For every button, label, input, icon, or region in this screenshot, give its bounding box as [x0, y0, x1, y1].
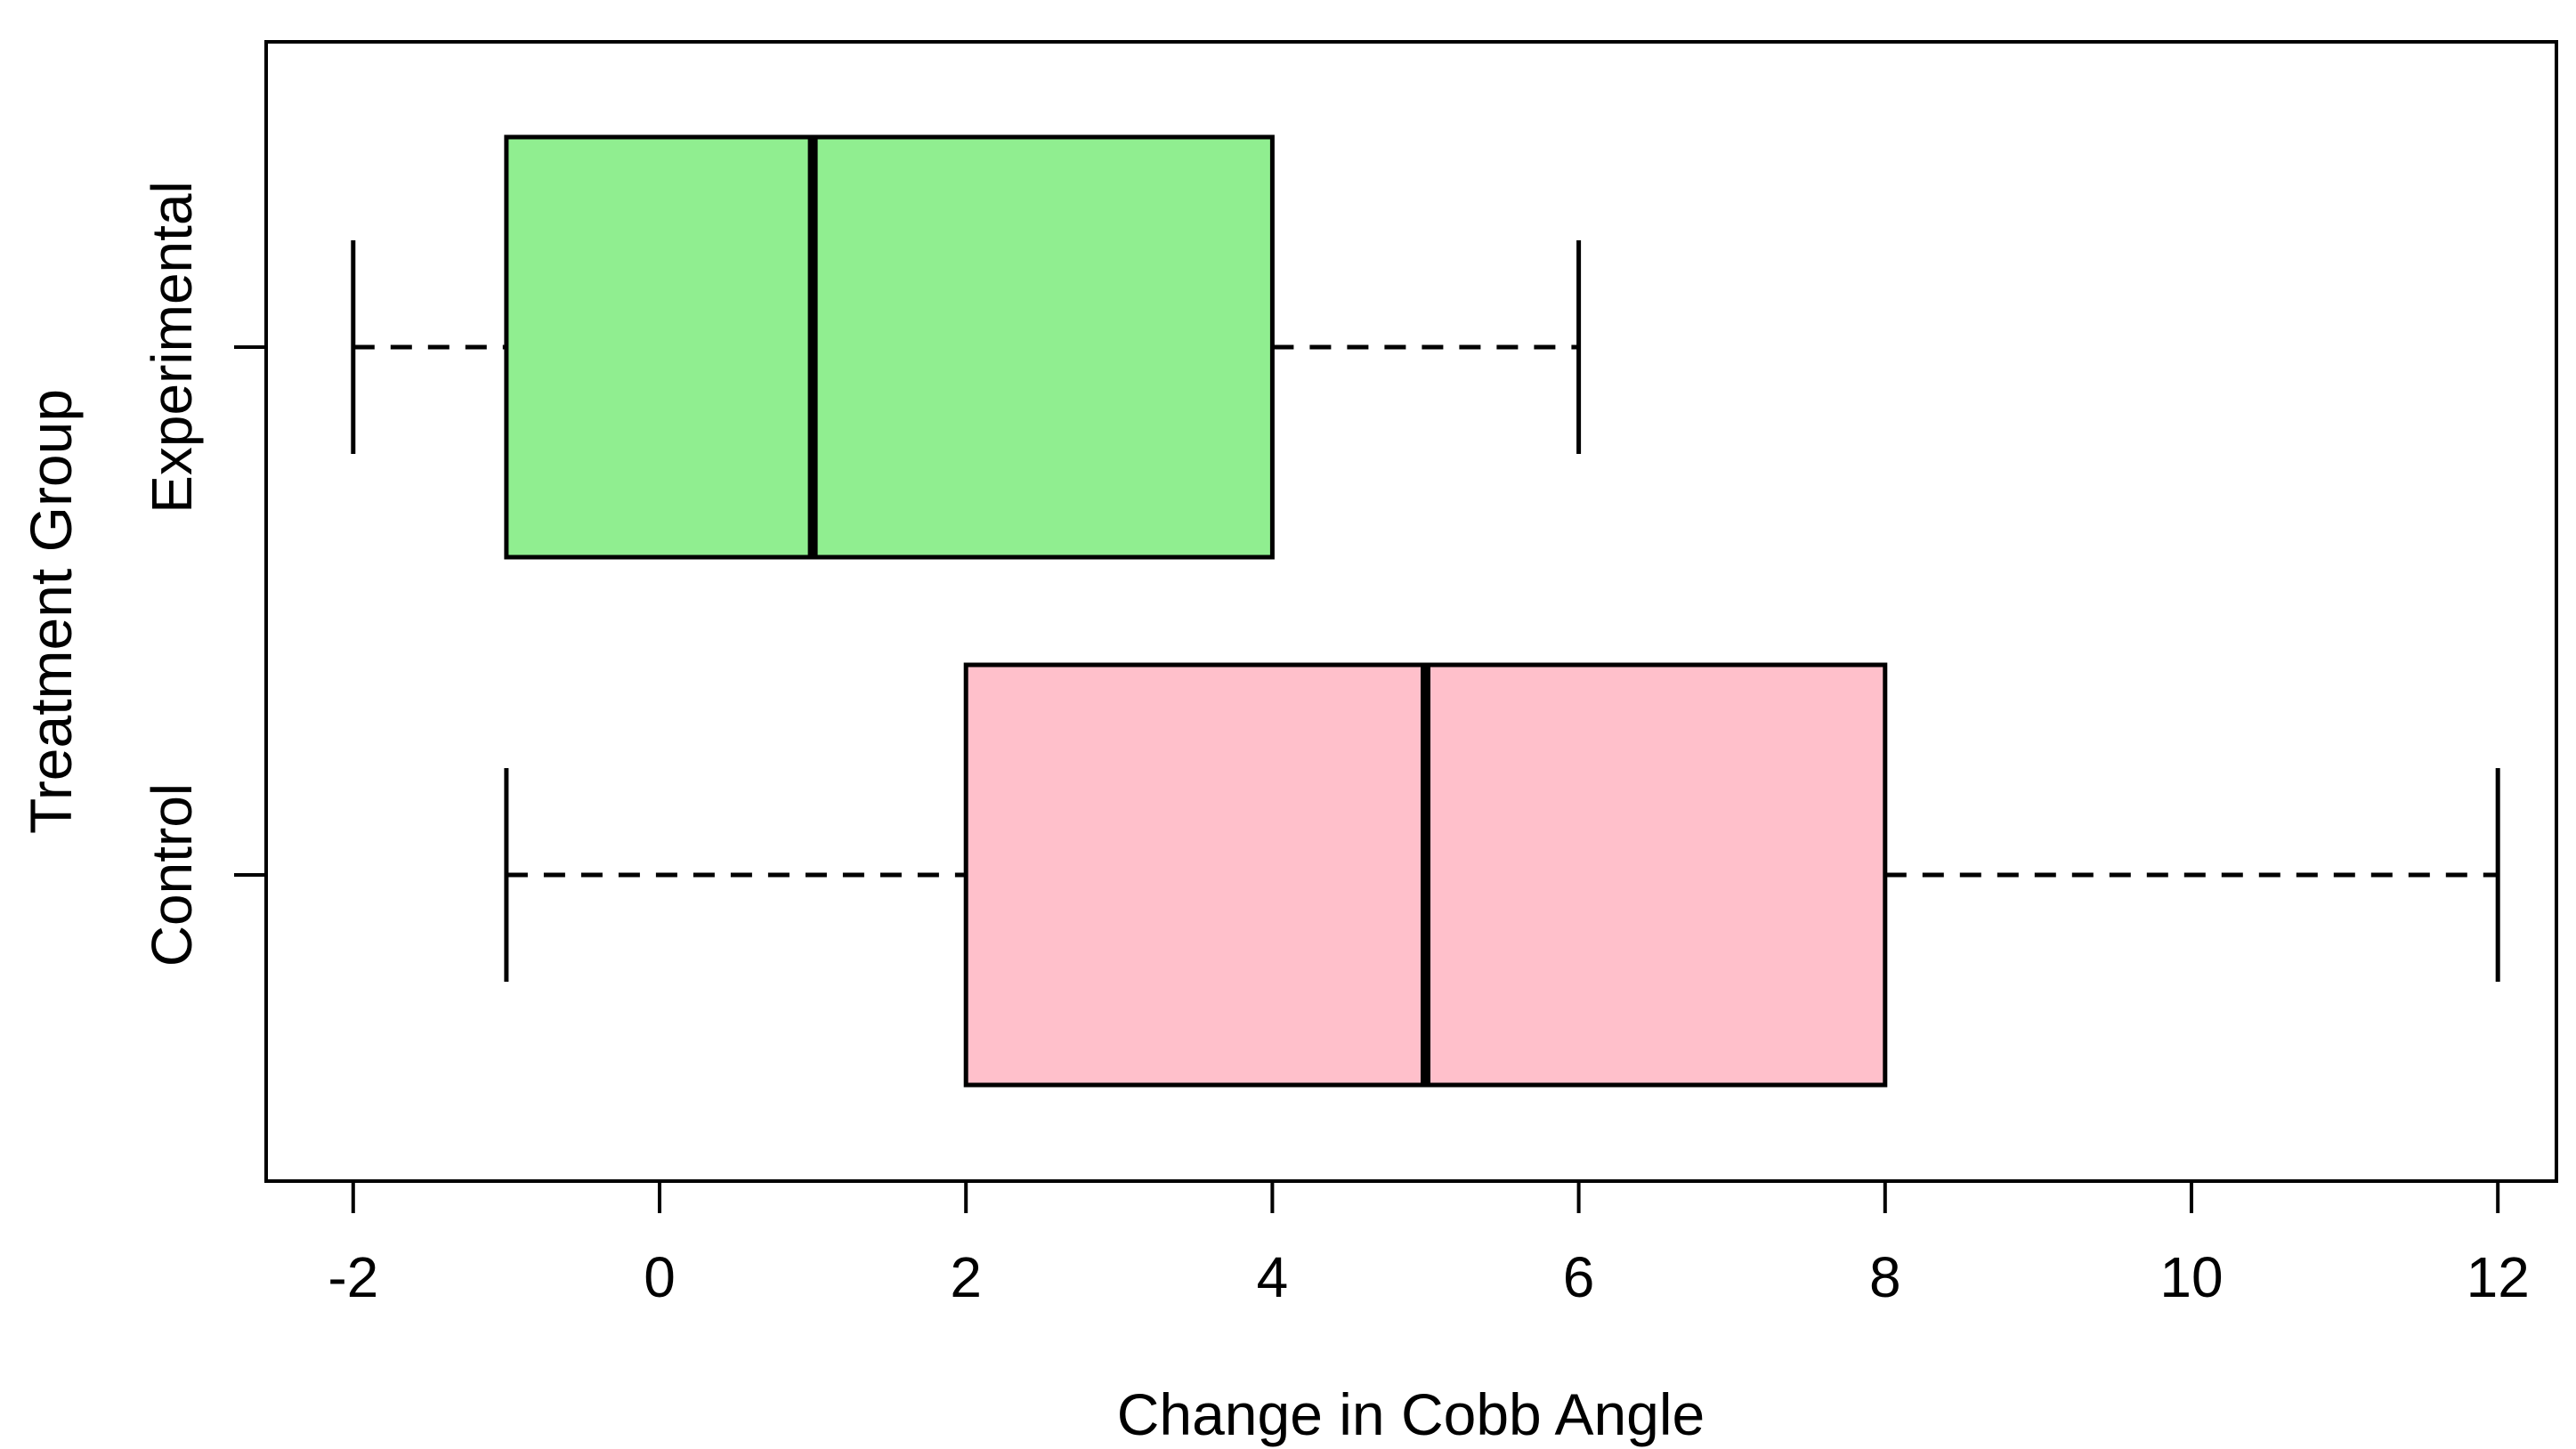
x-tick-label: 4	[1257, 1245, 1289, 1309]
x-tick-label: 2	[950, 1245, 982, 1309]
x-tick-label: 8	[1869, 1245, 1901, 1309]
x-tick-label: 10	[2159, 1245, 2223, 1309]
x-tick-label: -2	[328, 1245, 378, 1309]
y-axis-title: Treatment Group	[18, 389, 84, 834]
chart-body: -2 0 2 4 6 8 10 12	[234, 40, 2558, 1309]
iqr-box-experimental	[504, 134, 1275, 560]
x-tick-label: 12	[2467, 1245, 2530, 1309]
x-tick-label: 6	[1563, 1245, 1595, 1309]
plot-border	[264, 40, 2558, 1183]
x-axis-title: Change in Cobb Angle	[1117, 1381, 1705, 1447]
y-category-label-experimental: Experimental	[140, 181, 204, 514]
x-tick-label: 0	[644, 1245, 676, 1309]
y-category-label-control: Control	[140, 783, 204, 967]
